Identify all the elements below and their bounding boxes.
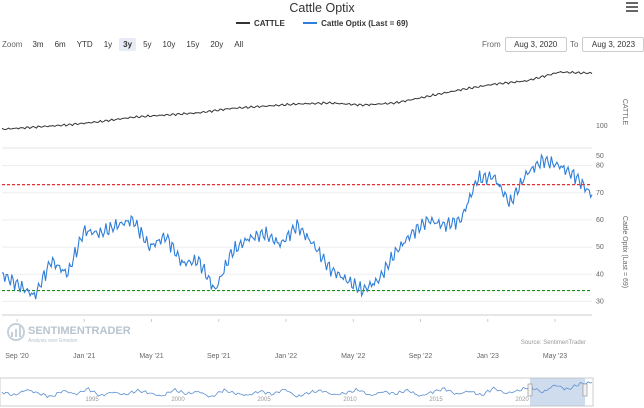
- zoom-button-ytd[interactable]: YTD: [76, 40, 93, 49]
- optix-axis-title: Cattle Optix (Last = 69): [621, 216, 628, 288]
- navigator-frame: [0, 377, 594, 407]
- zoom-label: Zoom: [2, 40, 23, 49]
- zoom-button-10y[interactable]: 10y: [162, 40, 176, 49]
- series-line-cattle[interactable]: [1, 70, 593, 131]
- x-tick-label: Jan '23: [477, 353, 499, 360]
- navigator-handle-left[interactable]: [527, 383, 533, 397]
- zoom-button-3y[interactable]: 3y: [119, 38, 137, 51]
- y-tick-label: 40: [596, 271, 604, 278]
- navigator-handle-right[interactable]: [582, 383, 588, 397]
- line-swatch-icon: [235, 22, 250, 24]
- range-from: From Aug 3, 2020: [482, 37, 567, 52]
- x-tick-label: Jan '22: [275, 353, 297, 360]
- navigator-selection[interactable]: [530, 378, 585, 406]
- reference-lines: [2, 184, 592, 292]
- range-from-label: From: [482, 40, 501, 49]
- y-tick-label: 70: [596, 190, 604, 197]
- y-tick-label: 80: [596, 163, 604, 170]
- logo-icon-bar: [15, 329, 17, 337]
- legend-item-cattle[interactable]: CATTLE: [235, 18, 285, 28]
- x-tick-label: May '22: [341, 353, 365, 360]
- zoom-button-all[interactable]: All: [234, 40, 244, 49]
- range-to-input[interactable]: Aug 3, 2023: [582, 37, 644, 52]
- zoom-button-1y[interactable]: 1y: [103, 40, 113, 49]
- watermark-tagline: Analysis over Emotion: [28, 338, 78, 344]
- hamburger-menu-icon[interactable]: [626, 2, 638, 12]
- x-tick-label: Sep '21: [207, 353, 231, 360]
- watermark-name: SENTIMENTRADER: [28, 325, 131, 337]
- chart-title: Cattle Optix: [289, 1, 355, 15]
- legend-label: CATTLE: [253, 18, 285, 28]
- series-line-optix[interactable]: [1, 153, 593, 300]
- logo-icon-bar: [11, 332, 13, 337]
- navigator-label: 1995: [85, 397, 99, 403]
- navigator-series: [1, 381, 593, 399]
- navigator-label: 2000: [171, 397, 185, 403]
- zoom-button-15y[interactable]: 15y: [186, 40, 200, 49]
- plot-series: [1, 70, 593, 300]
- navigator-label: 2005: [257, 397, 271, 403]
- navigator-label: 2010: [343, 397, 357, 403]
- optix-y-axis: 30 40 50 60 70 80 50: [596, 153, 604, 305]
- grid-lines: [2, 147, 592, 316]
- zoom-button-5y[interactable]: 5y: [143, 40, 152, 49]
- x-tick-label: Sep '22: [409, 353, 433, 360]
- y-tick-label: 60: [596, 217, 604, 224]
- cattle-y-axis: 100: [596, 123, 608, 130]
- x-axis-ticks: Sep '20 Jan '21 May '21 Sep '21 Jan '22 May '…: [5, 319, 567, 360]
- logo-icon-bar: [19, 326, 21, 337]
- range-from-input[interactable]: Aug 3, 2020: [504, 37, 567, 52]
- navigator[interactable]: 1995 2000 2005 2010 2015 2020: [0, 377, 594, 407]
- zoom-button-6m[interactable]: 6m: [54, 40, 66, 49]
- cattle-axis-title: CATTLE: [621, 99, 628, 126]
- y-tick-label: 50: [596, 244, 604, 251]
- x-tick-label: Jan '21: [73, 353, 95, 360]
- x-tick-label: Sep '20: [5, 353, 29, 360]
- navigator-label: 2015: [429, 397, 443, 403]
- x-tick-label: May '21: [139, 353, 163, 360]
- line-swatch-icon: [303, 22, 318, 24]
- x-tick-label: May '23: [543, 353, 567, 360]
- navigator-label: 2020: [515, 397, 529, 403]
- y-tick-label: 50: [596, 153, 604, 160]
- zoom-button-20y[interactable]: 20y: [210, 40, 224, 49]
- watermark-logo: SENTIMENTRADER Analysis over Emotion: [7, 323, 131, 344]
- range-to: To Aug 3, 2023: [570, 37, 644, 52]
- zoom-button-3m[interactable]: 3m: [32, 40, 44, 49]
- range-to-label: To: [570, 40, 579, 49]
- source-credit: Source: SentimenTrader: [521, 340, 586, 346]
- legend: CATTLE Cattle Optix (Last = 69): [0, 17, 644, 28]
- legend-label: Cattle Optix (Last = 69): [321, 18, 409, 28]
- zoom-bar: Zoom 3m 6m YTD 1y 3y 5y 10y 15y 20y All: [2, 38, 250, 51]
- legend-item-optix[interactable]: Cattle Optix (Last = 69): [303, 19, 408, 28]
- y-tick-label: 30: [596, 298, 604, 305]
- y-tick-label: 100: [596, 123, 608, 130]
- logo-icon: [7, 323, 25, 341]
